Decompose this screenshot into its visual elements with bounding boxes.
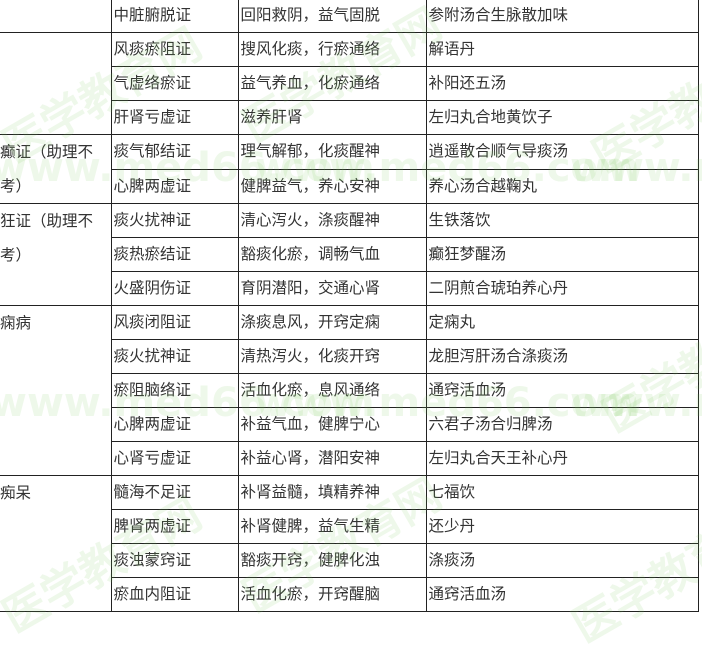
table-row: 痰热瘀结证 豁痰化瘀，调畅气血 癫狂梦醒汤 — [0, 237, 699, 272]
table-row: 瘀阻脑络证 活血化瘀，息风通络 通窍活血汤 — [0, 373, 699, 408]
syndrome-cell: 风痰闭阻证 — [110, 305, 239, 340]
syndrome-cell: 气虚络瘀证 — [110, 66, 239, 101]
table-row: 瘀血内阻证 活血化瘀，开窍醒脑 通窍活血汤 — [0, 577, 699, 612]
method-cell: 搜风化痰，行瘀通络 — [237, 32, 427, 67]
method-cell: 滋养肝肾 — [237, 100, 427, 135]
table-row: 脾肾两虚证 补肾健脾，益气生精 还少丹 — [0, 509, 699, 544]
syndrome-cell: 痰热瘀结证 — [110, 237, 239, 272]
disease-cell: 狂证（助理不考） — [0, 203, 112, 306]
disease-cell: 痫病 — [0, 305, 112, 476]
formula-cell: 解语丹 — [425, 32, 699, 67]
table-row: 心脾两虚证 补益气血，健脾宁心 六君子汤合归脾汤 — [0, 407, 699, 442]
method-cell: 清热泻火，化痰开窍 — [237, 339, 427, 374]
syndrome-cell: 脾肾两虚证 — [110, 509, 239, 544]
formula-cell: 涤痰汤 — [425, 543, 699, 578]
table-row: 心脾两虚证 健脾益气，养心安神 养心汤合越鞠丸 — [0, 168, 699, 204]
formula-cell: 二阴煎合琥珀养心丹 — [425, 271, 699, 306]
syndrome-cell: 肝肾亏虚证 — [110, 100, 239, 135]
formula-cell: 通窍活血汤 — [425, 577, 699, 612]
disease-cell — [0, 32, 112, 135]
syndrome-cell: 风痰瘀阻证 — [110, 32, 239, 67]
syndrome-cell: 瘀血内阻证 — [110, 577, 239, 612]
table-row: 中脏腑脱证 回阳救阴，益气固脱 参附汤合生脉散加味 — [0, 0, 699, 33]
syndrome-cell: 痰火扰神证 — [110, 339, 239, 374]
disease-cell: 癫证（助理不考） — [0, 134, 112, 204]
formula-cell: 生铁落饮 — [425, 203, 699, 238]
table-row: 痰火扰神证 清热泻火，化痰开窍 龙胆泻肝汤合涤痰汤 — [0, 339, 699, 374]
table-row: 狂证（助理不考） 痰火扰神证 清心泻火，涤痰醒神 生铁落饮 — [0, 203, 699, 306]
table-row: 气虚络瘀证 益气养血，化瘀通络 补阳还五汤 — [0, 66, 699, 101]
method-cell: 回阳救阴，益气固脱 — [237, 0, 427, 33]
syndrome-cell: 心肾亏虚证 — [110, 441, 239, 476]
formula-cell: 七福饮 — [425, 475, 699, 510]
table-row: 火盛阴伤证 育阴潜阳，交通心肾 二阴煎合琥珀养心丹 — [0, 271, 699, 306]
method-cell: 豁痰开窍，健脾化浊 — [237, 543, 427, 578]
method-cell: 补肾益髓，填精养神 — [237, 475, 427, 510]
formula-cell: 龙胆泻肝汤合涤痰汤 — [425, 339, 699, 374]
formula-cell: 养心汤合越鞠丸 — [425, 168, 699, 204]
syndrome-cell: 髓海不足证 — [110, 475, 239, 510]
method-cell: 补肾健脾，益气生精 — [237, 509, 427, 544]
method-cell: 涤痰息风，开窍定痫 — [237, 305, 427, 340]
method-cell: 理气解郁，化痰醒神 — [237, 134, 427, 170]
method-cell: 活血化瘀，开窍醒脑 — [237, 577, 427, 612]
method-cell: 健脾益气，养心安神 — [237, 168, 427, 204]
syndrome-cell: 瘀阻脑络证 — [110, 373, 239, 408]
syndrome-cell: 痰浊蒙窍证 — [110, 543, 239, 578]
syndrome-cell: 心脾两虚证 — [110, 407, 239, 442]
method-cell: 益气养血，化瘀通络 — [237, 66, 427, 101]
syndrome-cell: 火盛阴伤证 — [110, 271, 239, 306]
table-row: 肝肾亏虚证 滋养肝肾 左归丸合地黄饮子 — [0, 100, 699, 135]
method-cell: 活血化瘀，息风通络 — [237, 373, 427, 408]
method-cell: 补益心肾，潜阳安神 — [237, 441, 427, 476]
disease-cell: 痴呆 — [0, 475, 112, 612]
method-cell: 豁痰化瘀，调畅气血 — [237, 237, 427, 272]
table-row: 癫证（助理不考） 痰气郁结证 理气解郁，化痰醒神 逍遥散合顺气导痰汤 — [0, 134, 699, 204]
formula-cell: 参附汤合生脉散加味 — [425, 0, 699, 33]
table-row: 痫病 风痰闭阻证 涤痰息风，开窍定痫 定痫丸 — [0, 305, 699, 476]
formula-cell: 补阳还五汤 — [425, 66, 699, 101]
formula-cell: 逍遥散合顺气导痰汤 — [425, 134, 699, 170]
table-row: 痰浊蒙窍证 豁痰开窍，健脾化浊 涤痰汤 — [0, 543, 699, 578]
disease-cell — [0, 0, 112, 33]
table-row: 风痰瘀阻证 搜风化痰，行瘀通络 解语丹 — [0, 32, 699, 135]
formula-cell: 六君子汤合归脾汤 — [425, 407, 699, 442]
formula-cell: 定痫丸 — [425, 305, 699, 340]
method-cell: 育阴潜阳，交通心肾 — [237, 271, 427, 306]
formula-cell: 还少丹 — [425, 509, 699, 544]
syndrome-cell: 心脾两虚证 — [110, 168, 239, 204]
method-cell: 补益气血，健脾宁心 — [237, 407, 427, 442]
method-cell: 清心泻火，涤痰醒神 — [237, 203, 427, 238]
formula-cell: 左归丸合地黄饮子 — [425, 100, 699, 135]
syndrome-cell: 痰火扰神证 — [110, 203, 239, 238]
formula-cell: 癫狂梦醒汤 — [425, 237, 699, 272]
syndrome-treatment-table: 中脏腑脱证 回阳救阴，益气固脱 参附汤合生脉散加味 风痰瘀阻证 搜风化痰，行瘀通络 解语丹… — [0, 0, 699, 612]
table-row: 心肾亏虚证 补益心肾，潜阳安神 左归丸合天王补心丹 — [0, 441, 699, 476]
table-row: 痴呆 髓海不足证 补肾益髓，填精养神 七福饮 — [0, 475, 699, 612]
formula-cell: 左归丸合天王补心丹 — [425, 441, 699, 476]
syndrome-cell: 痰气郁结证 — [110, 134, 239, 170]
syndrome-cell: 中脏腑脱证 — [110, 0, 239, 33]
formula-cell: 通窍活血汤 — [425, 373, 699, 408]
